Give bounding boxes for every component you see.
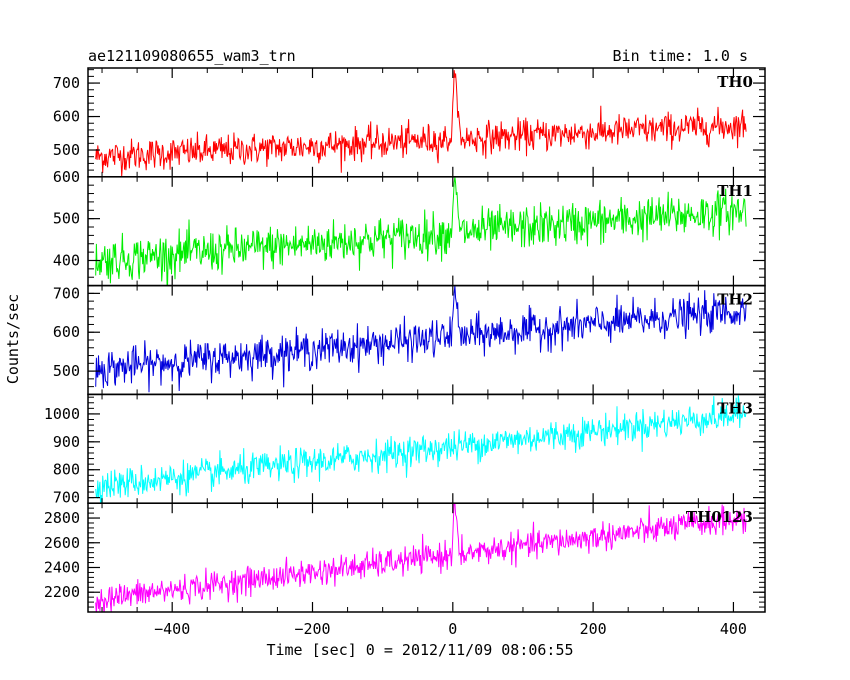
series-line-th3 (95, 395, 747, 504)
y-tick-label: 500 (53, 362, 80, 380)
y-tick-label: 600 (53, 168, 80, 186)
x-axis: −400 −200 0 200 400 (154, 620, 747, 638)
panel-label-th2: TH2 (717, 291, 753, 309)
panel-label-th0123: TH0123 (686, 508, 753, 526)
y-axis-label: Counts/sec (4, 294, 22, 384)
x-tick-label: 0 (448, 620, 457, 638)
panel-th2: 500 600 700 TH2 (53, 284, 766, 396)
bin-time-label: Bin time: 1.0 s (613, 47, 748, 65)
x-axis-label: Time [sec] 0 = 2012/11/09 08:06:55 (266, 641, 573, 659)
y-tick-label: 600 (53, 323, 80, 341)
x-tick-label: 200 (580, 620, 607, 638)
y-tick-label: 700 (53, 489, 80, 507)
y-tick-label: 600 (53, 108, 80, 126)
y-tick-label: 500 (53, 210, 80, 228)
y-tick-label: 700 (53, 74, 80, 92)
series-line-th1 (95, 176, 747, 286)
panel-label-th3: TH3 (717, 399, 753, 417)
panel-th1: 400 500 600 TH1 (53, 168, 766, 287)
panel-th0123: 2200 2400 2600 2800 TH0123 (44, 502, 766, 613)
y-tick-label: 2400 (44, 558, 80, 576)
y-tick-label: 2800 (44, 509, 80, 527)
y-tick-label: 700 (53, 284, 80, 302)
panel-label-th1: TH1 (717, 182, 753, 200)
series-line-th2 (95, 285, 747, 393)
x-tick-label: −400 (154, 620, 190, 638)
y-tick-label: 400 (53, 251, 80, 269)
y-tick-label: 500 (53, 141, 80, 159)
series-line-th0 (95, 70, 747, 177)
y-tick-label: 2200 (44, 583, 80, 601)
panel-th3: 700 800 900 1000 TH3 (44, 393, 766, 507)
panel-th0: 500 600 700 TH0 (53, 67, 766, 178)
y-tick-label: 900 (53, 433, 80, 451)
x-tick-label: 400 (720, 620, 747, 638)
panel-label-th0: TH0 (717, 73, 753, 91)
y-tick-label: 800 (53, 461, 80, 479)
y-tick-label: 1000 (44, 405, 80, 423)
y-tick-label: 2600 (44, 534, 80, 552)
chart-title: ae121109080655_wam3_trn (88, 47, 296, 65)
panels-group: 500 600 700 TH0 400 500 600 TH1 500 600 700 TH2 700 8… (44, 67, 766, 613)
series-line-th0123 (95, 503, 747, 613)
x-tick-label: −200 (294, 620, 330, 638)
